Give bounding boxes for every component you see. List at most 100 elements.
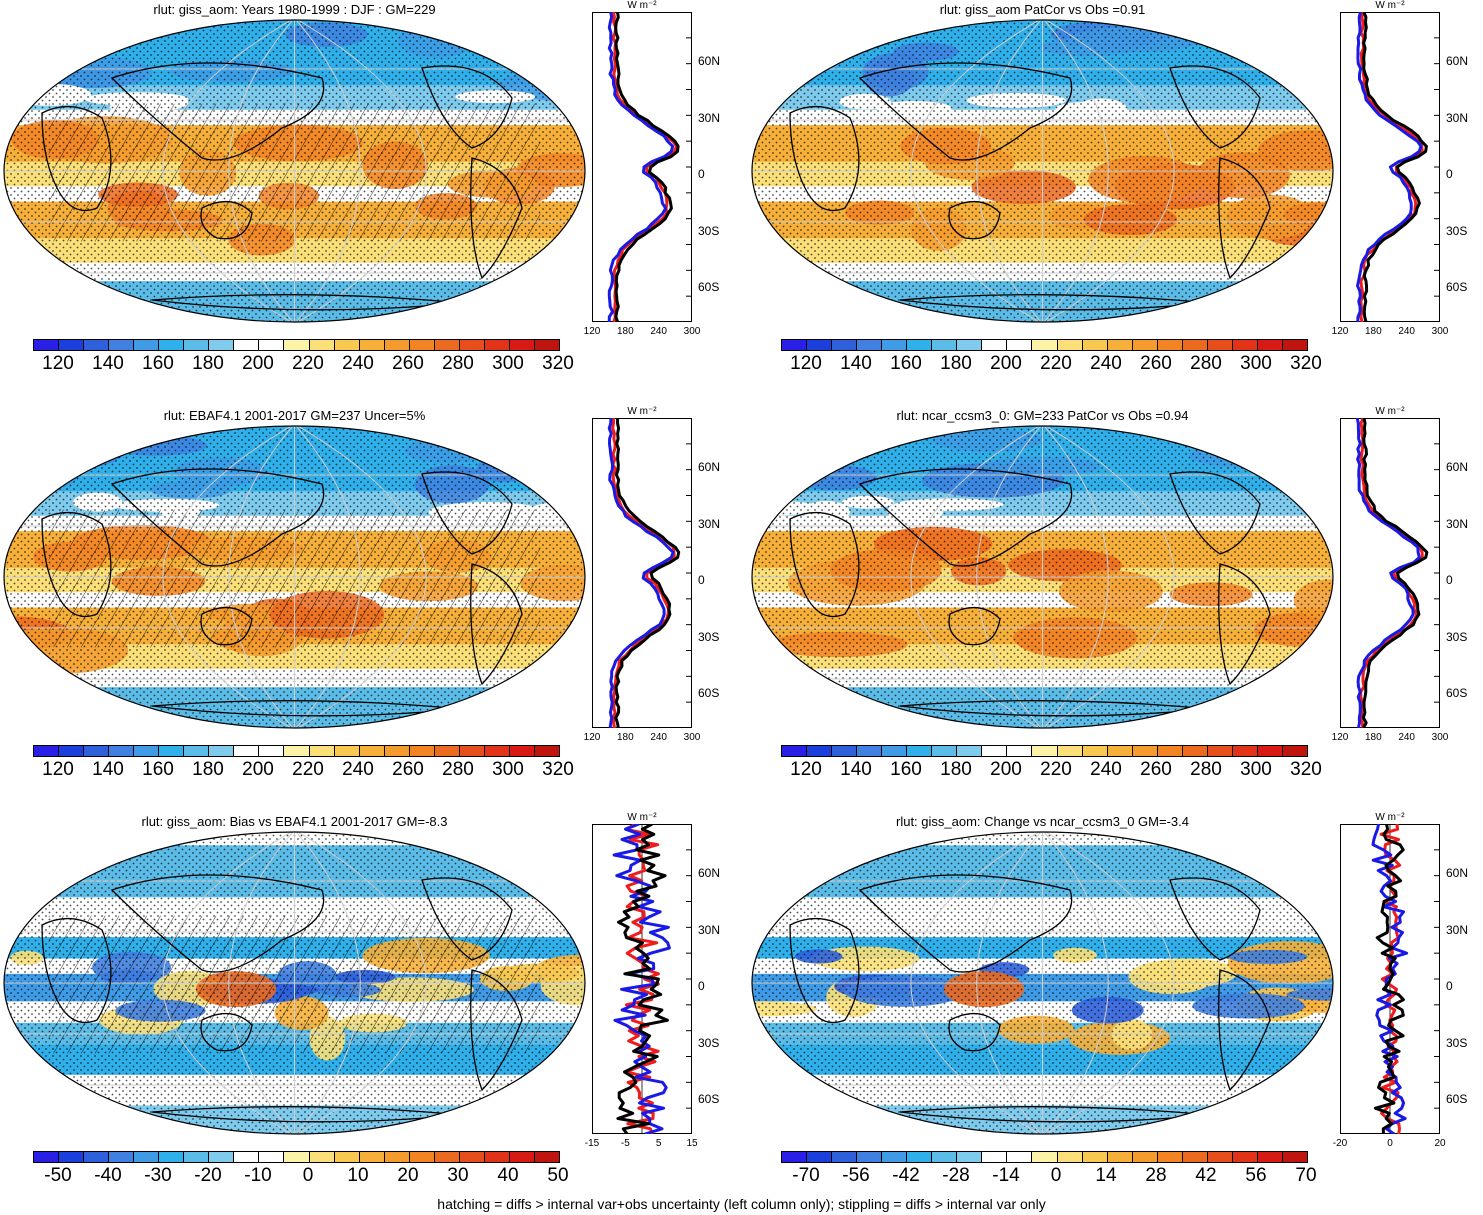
colorbar-tick-label: 200	[242, 353, 274, 374]
colorbar-tick-label: 160	[142, 759, 174, 780]
colorbar-tick-label: -42	[892, 1165, 920, 1186]
profile-x-tick: 240	[650, 326, 667, 337]
profile-x-tick: 180	[1364, 732, 1382, 743]
profile-x-tick: 180	[616, 732, 634, 743]
colorbar-tick-label: 28	[1145, 1165, 1167, 1186]
latitude-label: 0	[698, 979, 705, 993]
colorbar-tick-label: 300	[1240, 759, 1272, 780]
latitude-label: 60N	[698, 460, 721, 474]
colorbar-tick-label: 240	[1090, 759, 1122, 780]
latitude-label: 60N	[1446, 460, 1469, 474]
colorbar-tick-label: 160	[142, 353, 174, 374]
map-panel: rlut: EBAF4.1 2001-2017 GM=237 Uncer=5% 1…	[0, 406, 735, 806]
profile-unit: W m⁻²	[627, 812, 657, 823]
zonal-mean-profile	[592, 11, 692, 323]
colorbar-tick-label: 180	[940, 353, 972, 374]
profile-x-tick: 5	[655, 1138, 662, 1149]
profile-x-tick: -5	[620, 1138, 630, 1149]
profile-x-tick: 120	[583, 732, 601, 743]
latitude-label: 0	[698, 167, 705, 181]
latitude-label: 60S	[698, 1092, 720, 1106]
latitude-label: 60N	[698, 54, 721, 68]
colorbar-tick-label: 280	[1190, 353, 1222, 374]
colorbar-tick-label: -50	[44, 1165, 72, 1186]
latitude-label: 60S	[698, 280, 720, 294]
colorbar-tick-label: 220	[292, 759, 324, 780]
colorbar-tick-label: 260	[392, 353, 424, 374]
colorbar-tick-label: 10	[347, 1165, 369, 1186]
zonal-mean-profile	[1340, 417, 1440, 729]
latitude-label: 60S	[1446, 280, 1468, 294]
world-map	[3, 425, 586, 729]
latitude-label: 30N	[698, 922, 721, 937]
latitude-label: 30S	[1446, 1035, 1468, 1050]
colorbar-tick-label: -40	[94, 1165, 122, 1186]
profile-x-tick: 120	[583, 326, 601, 337]
colorbar-tick-label: 120	[790, 759, 822, 780]
latitude-label: 30S	[698, 629, 720, 644]
world-map	[751, 831, 1334, 1135]
latitude-label: 30N	[698, 110, 721, 125]
profile-x-tick: 240	[650, 732, 667, 743]
map-title: rlut: giss_aom: Bias vs EBAF4.1 2001-201…	[141, 814, 448, 829]
colorbar-tick-label: 320	[542, 353, 574, 374]
colorbar-tick-label: 140	[92, 759, 124, 780]
colorbar-tick-label: 14	[1095, 1165, 1117, 1186]
colorbar-tick-label: 220	[1040, 353, 1072, 374]
profile-x-tick: -15	[584, 1138, 600, 1149]
colorbar-tick-label: 260	[1140, 759, 1172, 780]
colorbar-tick-label: 280	[442, 353, 474, 374]
profile-x-tick: 0	[1387, 1138, 1393, 1149]
colorbar-tick-label: 160	[890, 353, 922, 374]
map-panel: rlut: ncar_ccsm3_0: GM=233 PatCor vs Obs…	[748, 406, 1483, 806]
zonal-mean-profile	[1340, 823, 1440, 1136]
colorbar-tick-label: 240	[1090, 353, 1122, 374]
profile-x-tick: 240	[1398, 732, 1415, 743]
map-panel: rlut: giss_aom: Change vs ncar_ccsm3_0 G…	[748, 812, 1483, 1212]
colorbar-tick-label: 50	[547, 1165, 569, 1186]
colorbar-tick-label: -14	[992, 1165, 1020, 1186]
latitude-label: 60N	[1446, 866, 1469, 880]
colorbar-tick-label: 140	[840, 353, 872, 374]
colorbar-tick-label: 180	[940, 759, 972, 780]
map-panel: rlut: giss_aom PatCor vs Obs =0.91 120 140…	[748, 0, 1483, 400]
profile-x-tick: 300	[1431, 326, 1449, 337]
colorbar-tick-label: 70	[1295, 1165, 1317, 1186]
map-panel: rlut: giss_aom: Years 1980-1999 : DJF : …	[0, 0, 735, 400]
colorbar-tick-label: 160	[890, 759, 922, 780]
colorbar-tick-label: 300	[492, 759, 524, 780]
profile-unit: W m⁻²	[627, 406, 657, 417]
colorbar-tick-label: 220	[292, 353, 324, 374]
map-title: rlut: giss_aom PatCor vs Obs =0.91	[939, 2, 1146, 17]
colorbar-tick-label: -30	[144, 1165, 172, 1186]
profile-unit: W m⁻²	[627, 0, 657, 11]
colorbar-tick-label: 320	[542, 759, 574, 780]
profile-x-tick: 180	[616, 326, 634, 337]
latitude-label: 30S	[698, 1035, 720, 1050]
latitude-label: 60N	[698, 866, 721, 880]
map-title: rlut: ncar_ccsm3_0: GM=233 PatCor vs Obs…	[896, 408, 1189, 423]
zonal-mean-profile	[1340, 11, 1440, 323]
profile-x-tick: 300	[1431, 732, 1449, 743]
profile-x-tick: 120	[1331, 732, 1349, 743]
colorbar-tick-label: 300	[1240, 353, 1272, 374]
profile-x-tick: 300	[683, 732, 701, 743]
colorbar-tick-label: 220	[1040, 759, 1072, 780]
profile-x-tick: 300	[683, 326, 701, 337]
colorbar-tick-label: 120	[42, 759, 74, 780]
colorbar-tick-label: -28	[942, 1165, 970, 1186]
profile-x-tick: -20	[1332, 1138, 1348, 1149]
colorbar-tick-label: 300	[492, 353, 524, 374]
profile-unit: W m⁻²	[1375, 812, 1405, 823]
latitude-label: 0	[1446, 979, 1453, 993]
world-map	[3, 19, 586, 323]
latitude-label: 60N	[1446, 54, 1469, 68]
colorbar-tick-label: 240	[342, 353, 374, 374]
colorbar	[33, 1151, 560, 1163]
latitude-label: 0	[1446, 573, 1453, 587]
colorbar-tick-label: 120	[790, 353, 822, 374]
map-title: rlut: EBAF4.1 2001-2017 GM=237 Uncer=5%	[163, 408, 426, 423]
zonal-mean-profile	[592, 822, 692, 1136]
map-title: rlut: giss_aom: Years 1980-1999 : DJF : …	[153, 2, 436, 17]
latitude-label: 0	[698, 573, 705, 587]
